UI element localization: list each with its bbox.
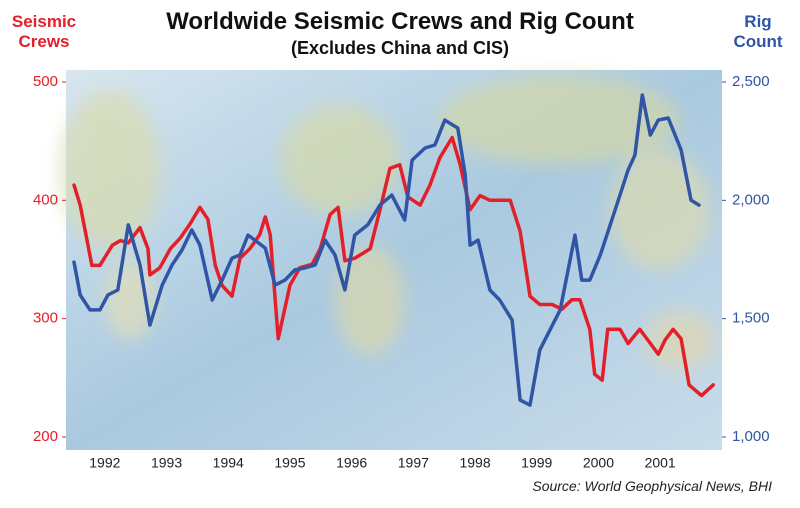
y2-tick-label: 2,000 (732, 191, 770, 208)
chart-subtitle: (Excludes China and CIS) (290, 38, 510, 58)
y-tick-label: 200 (33, 428, 58, 445)
y-tick-label: 300 (33, 310, 58, 327)
y2-axis-title: Rig Count (733, 12, 783, 51)
series-line (72, 93, 701, 407)
x-tick-label: 2001 (645, 455, 676, 471)
x-tick-label: 1997 (398, 455, 429, 471)
map-land (60, 75, 715, 370)
x-tick-label: 1993 (151, 455, 182, 471)
y-axis-title: Seismic Crews (11, 12, 77, 51)
x-tick-label: 1995 (274, 455, 305, 471)
y-tick-label: 400 (33, 191, 58, 208)
x-tick-label: 1998 (459, 455, 490, 471)
x-tick-label: 2000 (583, 455, 614, 471)
source-note: Source: World Geophysical News, BHI (532, 478, 772, 494)
y2-tick-label: 1,500 (732, 310, 770, 327)
series-line (72, 135, 715, 398)
x-tick-label: 1999 (521, 455, 552, 471)
x-tick-label: 1994 (213, 455, 244, 471)
y-tick-label: 500 (33, 73, 58, 90)
chart-title: Worldwide Seismic Crews and Rig Count (166, 8, 634, 35)
x-tick-label: 1996 (336, 455, 367, 471)
y2-tick-label: 1,000 (732, 428, 770, 445)
x-tick-label: 1992 (89, 455, 120, 471)
y2-tick-label: 2,500 (732, 73, 770, 90)
